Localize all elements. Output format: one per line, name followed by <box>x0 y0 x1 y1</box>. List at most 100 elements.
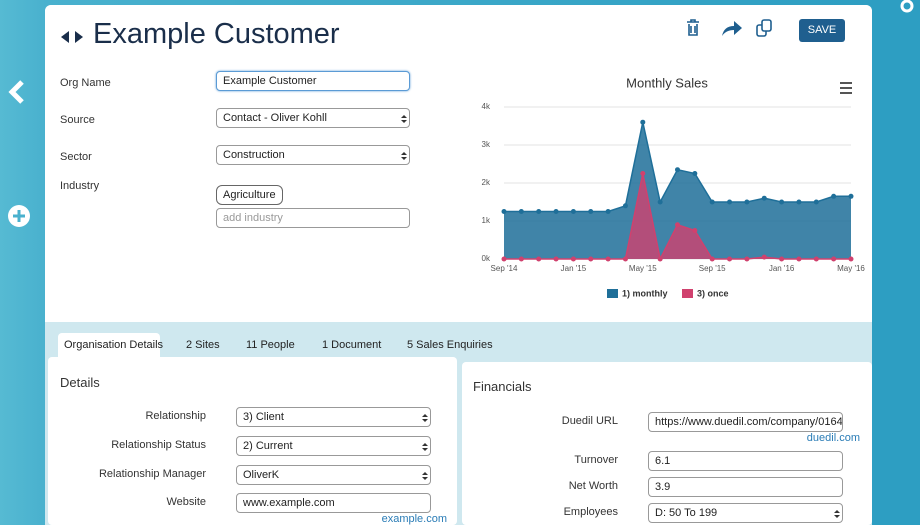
prev-icon[interactable] <box>61 31 69 43</box>
industry-input[interactable]: add industry <box>216 208 410 228</box>
point <box>518 256 524 262</box>
x-tick-label: Jan '16 <box>769 264 795 273</box>
point <box>588 209 594 214</box>
point <box>570 209 576 214</box>
point <box>848 256 854 262</box>
text-input[interactable]: Example Customer <box>216 71 410 91</box>
field-input[interactable]: 2) Current <box>236 436 431 456</box>
point <box>605 256 611 262</box>
x-tick-label: Jan '15 <box>561 264 587 273</box>
save-button[interactable]: SAVE <box>799 19 845 42</box>
point <box>536 256 542 262</box>
point <box>657 256 663 262</box>
field-label: Turnover <box>574 454 618 466</box>
field-label: Source <box>60 114 95 126</box>
point <box>744 256 750 262</box>
y-tick-label: 3k <box>482 140 491 149</box>
field-label: Industry <box>60 180 100 192</box>
point <box>605 209 611 214</box>
point <box>536 209 542 214</box>
point <box>501 256 507 262</box>
field-label: Relationship Manager <box>98 468 206 480</box>
point <box>518 209 524 214</box>
field-label: Employees <box>563 506 618 518</box>
legend-swatch <box>607 289 618 298</box>
select-arrows <box>422 443 428 446</box>
top-card <box>45 5 872 322</box>
y-tick-label: 0k <box>482 254 491 263</box>
add-plus <box>13 210 25 222</box>
back-icon[interactable] <box>8 80 24 104</box>
x-tick-label: Sep '15 <box>699 264 726 273</box>
tab[interactable]: 2 Sites <box>186 339 220 351</box>
tab[interactable]: 1 Document <box>322 339 382 351</box>
select-arrows <box>834 515 840 518</box>
point <box>622 256 628 262</box>
point <box>813 199 819 205</box>
point <box>831 193 837 199</box>
area <box>504 122 851 259</box>
field-input[interactable]: 3.9 <box>648 477 843 497</box>
point <box>761 195 767 201</box>
chart: Monthly Sales 0k 1k 2k 3k 4k Sep '14 Jan '15 Ma… <box>482 75 865 298</box>
select[interactable]: Construction <box>216 145 410 165</box>
point <box>848 193 854 199</box>
tab[interactable]: Organisation Details <box>64 339 164 351</box>
point <box>657 199 663 205</box>
point <box>761 254 767 260</box>
link[interactable]: example.com <box>381 513 447 525</box>
field-label: Sector <box>60 151 92 163</box>
area <box>504 173 851 259</box>
field-input[interactable]: 6.1 <box>648 451 843 471</box>
select-arrows <box>422 448 428 451</box>
share-icon[interactable] <box>722 21 742 36</box>
point <box>640 119 646 125</box>
select-arrows <box>401 115 407 118</box>
point <box>727 199 733 205</box>
active-tab[interactable] <box>58 333 160 358</box>
field-input[interactable]: 3) Client <box>236 407 431 427</box>
field-label: Relationship <box>145 410 206 422</box>
x-tick-label: May '15 <box>629 264 657 273</box>
select-arrows <box>422 477 428 480</box>
next-icon[interactable] <box>75 31 83 43</box>
point <box>744 199 750 205</box>
select-arrows <box>422 414 428 417</box>
point <box>588 256 594 262</box>
settings-icon[interactable] <box>900 0 914 13</box>
x-tick-label: May '16 <box>837 264 865 273</box>
point <box>570 256 576 262</box>
point <box>501 209 507 214</box>
financials-card <box>462 362 872 525</box>
field-input[interactable]: https://www.duedil.com/company/0164 <box>648 412 843 432</box>
field-label: Relationship Status <box>111 439 206 451</box>
point <box>640 171 646 176</box>
tab[interactable]: 11 People <box>246 339 295 351</box>
tab[interactable]: 5 Sales Enquiries <box>407 339 493 351</box>
industry-tag[interactable]: Agriculture <box>216 185 283 205</box>
field-label: Org Name <box>60 77 111 89</box>
point <box>709 256 715 262</box>
legend-swatch <box>682 289 693 298</box>
chart-menu[interactable] <box>840 82 852 94</box>
point <box>796 199 802 205</box>
select-arrows <box>422 419 428 422</box>
point <box>675 167 680 173</box>
y-tick-label: 4k <box>482 102 491 111</box>
point <box>813 256 819 262</box>
field-input[interactable]: D: 50 To 199 <box>648 503 843 523</box>
field-input[interactable]: www.example.com <box>236 493 431 513</box>
section-title: Details <box>60 375 100 390</box>
point <box>675 222 680 228</box>
point <box>709 199 715 205</box>
field-input[interactable]: OliverK <box>236 465 431 485</box>
x-tick-label: Sep '14 <box>491 264 518 273</box>
select[interactable]: Contact - Oliver Kohll <box>216 108 410 128</box>
page-title: Example Customer <box>93 18 340 50</box>
link[interactable]: duedil.com <box>806 432 860 444</box>
delete-icon[interactable] <box>687 19 699 36</box>
select-arrows <box>834 510 840 513</box>
chart-title: Monthly Sales <box>626 75 708 90</box>
